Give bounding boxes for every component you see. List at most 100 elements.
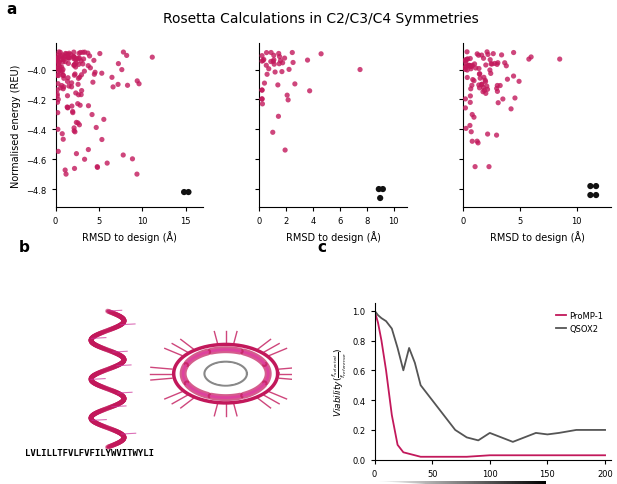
Point: [122, 52, 131, 60]
Point: [58, 55, 68, 62]
Point: [492, 132, 502, 140]
Point: [57, 64, 67, 72]
Point: [273, 113, 283, 121]
Point: [492, 88, 502, 96]
Point: [466, 63, 476, 71]
ProMP-1: [417, 454, 424, 460]
Point: [70, 64, 80, 72]
Point: [474, 82, 484, 90]
Point: [375, 195, 385, 202]
Point: [70, 61, 80, 69]
Line: ProMP-1: ProMP-1: [375, 311, 605, 457]
Y-axis label: Normalised energy (REU): Normalised energy (REU): [10, 64, 21, 187]
Point: [118, 49, 128, 57]
Point: [52, 57, 62, 65]
Point: [89, 71, 99, 79]
Point: [485, 67, 495, 75]
Point: [60, 50, 70, 58]
Point: [498, 96, 508, 104]
X-axis label: RMSD to design (Å): RMSD to design (Å): [82, 231, 177, 243]
Point: [52, 55, 62, 63]
Point: [461, 125, 471, 133]
Point: [83, 103, 93, 110]
QSOX2: [400, 368, 407, 374]
QSOX2: [532, 430, 540, 436]
ProMP-1: [371, 308, 378, 314]
Point: [268, 59, 278, 66]
Point: [58, 136, 68, 144]
Point: [480, 77, 490, 85]
QSOX2: [428, 397, 436, 403]
Point: [468, 76, 478, 84]
Point: [67, 103, 77, 111]
Point: [467, 82, 477, 90]
Point: [80, 49, 89, 57]
Point: [276, 58, 286, 65]
Point: [469, 114, 479, 122]
QSOX2: [602, 427, 609, 433]
Point: [56, 49, 65, 57]
Point: [460, 105, 470, 113]
Point: [69, 62, 79, 70]
Point: [71, 90, 81, 98]
Point: [54, 54, 64, 61]
Point: [72, 119, 81, 127]
Point: [280, 147, 290, 154]
Point: [70, 71, 80, 79]
Point: [102, 160, 112, 167]
Point: [466, 129, 476, 136]
QSOX2: [573, 427, 580, 433]
Point: [478, 89, 488, 96]
Point: [72, 151, 81, 158]
ProMP-1: [602, 453, 609, 458]
Point: [479, 87, 489, 95]
Point: [86, 65, 96, 73]
Point: [73, 56, 83, 63]
Point: [472, 51, 482, 59]
Point: [56, 85, 65, 92]
Point: [465, 93, 475, 101]
Point: [60, 53, 70, 61]
Point: [479, 74, 489, 82]
QSOX2: [509, 439, 516, 445]
Point: [508, 49, 518, 57]
Point: [474, 85, 484, 92]
Point: [52, 52, 62, 60]
Point: [73, 101, 83, 108]
Point: [269, 61, 279, 69]
Point: [591, 183, 601, 191]
Point: [75, 74, 85, 82]
Point: [56, 53, 66, 60]
Point: [482, 131, 492, 138]
Point: [468, 62, 478, 70]
Point: [88, 79, 98, 87]
Point: [97, 136, 107, 144]
Point: [69, 54, 79, 62]
Point: [87, 111, 97, 119]
Point: [99, 116, 109, 124]
Point: [472, 138, 482, 146]
Point: [488, 51, 498, 59]
QSOX2: [371, 308, 378, 314]
Point: [69, 56, 79, 63]
Point: [132, 78, 142, 86]
Point: [257, 96, 267, 104]
Point: [465, 122, 475, 130]
Point: [54, 67, 64, 75]
QSOX2: [417, 382, 424, 388]
Point: [273, 82, 283, 90]
Point: [514, 78, 524, 86]
ProMP-1: [486, 453, 494, 458]
Point: [123, 82, 133, 90]
Point: [470, 164, 480, 171]
Point: [257, 58, 267, 66]
Point: [54, 49, 64, 57]
Point: [68, 54, 78, 62]
Point: [75, 121, 85, 129]
ProMP-1: [394, 442, 401, 448]
Polygon shape: [375, 481, 545, 484]
Point: [510, 95, 520, 103]
Point: [63, 75, 73, 82]
Point: [477, 81, 487, 89]
Point: [474, 65, 484, 73]
